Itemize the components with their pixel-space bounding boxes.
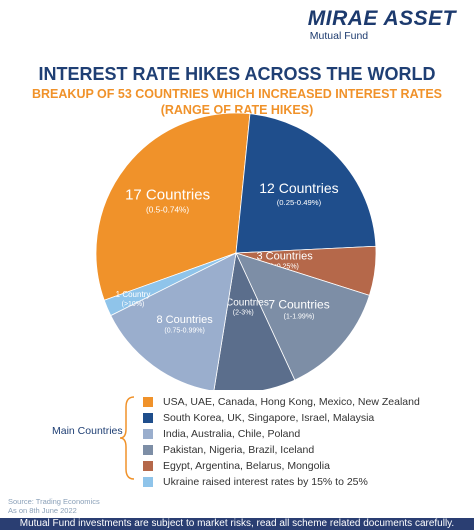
- legend-swatch: [143, 429, 153, 439]
- slice-range-label: (2-3%): [233, 310, 254, 317]
- legend-label: India, Australia, Chile, Poland: [163, 428, 301, 440]
- slice-label: 1 Country: [116, 290, 151, 299]
- slice-label: 17 Countries: [125, 187, 210, 204]
- pie-slice: [103, 252, 237, 317]
- logo-subtext: Mutual Fund: [309, 30, 369, 42]
- legend-item: India, Australia, Chile, Poland: [143, 426, 420, 442]
- legend-label: South Korea, UK, Singapore, Israel, Mala…: [163, 412, 375, 424]
- legend-swatch: [143, 397, 153, 407]
- source-line: Source: Trading Economics: [8, 497, 100, 506]
- chart-title: INTEREST RATE HIKES ACROSS THE WORLD: [38, 64, 436, 84]
- pie-slice: [110, 252, 237, 390]
- subtitle-line-1: BREAKUP OF 53 COUNTRIES WHICH INCREASED …: [32, 87, 442, 101]
- legend-item: USA, UAE, Canada, Hong Kong, Mexico, New…: [143, 394, 420, 410]
- slice-label: 3 Countries: [256, 250, 313, 262]
- pie-chart: 17 Countries(0.5-0.74%) 12 Countries (0.25…: [95, 112, 377, 390]
- pie-slice: [213, 251, 296, 390]
- legend-swatch: [143, 477, 153, 487]
- legend-group-label: Main Countries: [52, 425, 123, 437]
- subtitle-line-2: (RANGE OF RATE HIKES): [160, 103, 314, 117]
- legend-item: Egypt, Argentina, Belarus, Mongolia: [143, 458, 420, 474]
- pie-slice: [235, 252, 370, 381]
- logo-wordmark: MIRAE ASSET: [307, 7, 456, 30]
- date-line: As on 8th June 2022: [8, 506, 77, 515]
- legend-item: Ukraine raised interest rates by 15% to …: [143, 474, 420, 490]
- slice-range-label: (0.25-0.49%): [277, 198, 322, 207]
- slice-label: 7 Countries: [268, 298, 329, 312]
- slice-label: 12 Countries: [259, 180, 338, 196]
- disclaimer-bar: Mutual Fund investments are subject to m…: [0, 518, 474, 530]
- brand-logo: MIRAE ASSET Mutual Fund: [307, 7, 456, 43]
- legend-item: Pakistan, Nigeria, Brazil, Iceland: [143, 442, 420, 458]
- slice-label: 8 Countries: [156, 314, 213, 326]
- legend-swatch: [143, 413, 153, 423]
- legend-brace-icon: [120, 396, 135, 480]
- legend-label: Pakistan, Nigeria, Brazil, Iceland: [163, 444, 315, 456]
- slice-range-label: (<0.25%): [270, 264, 299, 271]
- chart-subtitle: BREAKUP OF 53 COUNTRIES WHICH INCREASED …: [0, 86, 474, 118]
- legend-swatch: [143, 445, 153, 455]
- slice-range-label: (0.75-0.99%): [164, 327, 204, 334]
- slice-range-label: (1-1.99%): [284, 314, 315, 321]
- source-note: Source: Trading Economics As on 8th June…: [8, 497, 100, 515]
- pie-slice: [95, 112, 251, 301]
- slice-range-label: (0.5-0.74%): [146, 205, 189, 214]
- legend-item: South Korea, UK, Singapore, Israel, Mala…: [143, 410, 420, 426]
- legend-label: Ukraine raised interest rates by 15% to …: [163, 476, 368, 488]
- legend-label: USA, UAE, Canada, Hong Kong, Mexico, New…: [163, 396, 420, 408]
- legend-swatch: [143, 461, 153, 471]
- legend-label: Egypt, Argentina, Belarus, Mongolia: [163, 460, 330, 472]
- slice-range-label: (>10%): [122, 301, 145, 308]
- slice-label: 5 Countries: [218, 298, 269, 309]
- pie-slice: [235, 113, 377, 254]
- legend: USA, UAE, Canada, Hong Kong, Mexico, New…: [143, 394, 420, 490]
